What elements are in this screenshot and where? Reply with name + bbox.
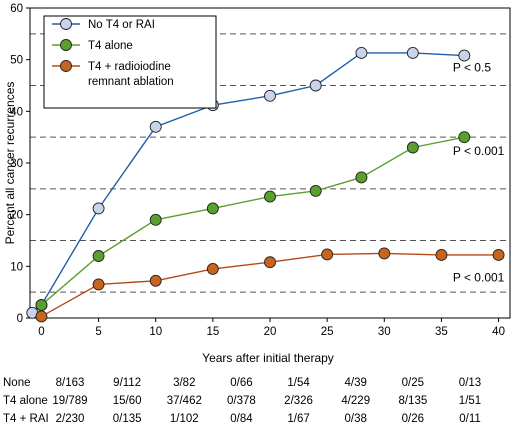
x-tick-label: 20	[264, 326, 277, 338]
x-tick-label: 15	[206, 326, 219, 338]
data-point	[458, 131, 471, 144]
data-point	[355, 47, 368, 59]
risk-table-cell: 9/112	[113, 377, 142, 389]
x-tick-label: 10	[149, 326, 162, 338]
legend-label: T4 + radioiodine remnant ablation	[88, 61, 174, 88]
risk-table-cell: 0/26	[401, 413, 425, 425]
y-tick-label: 0	[17, 313, 23, 325]
risk-table-cell: 1/54	[287, 377, 310, 389]
y-axis-label: Percent all cancer recurrences	[3, 82, 17, 245]
series-line	[31, 52, 465, 314]
y-tick-label: 30	[10, 158, 23, 170]
risk-table-cell: 0/11	[459, 413, 481, 425]
p-value-annotation: P < 0.5	[453, 60, 491, 74]
risk-table-cell: 0/38	[344, 413, 367, 425]
data-point	[149, 213, 162, 226]
data-point	[92, 250, 105, 262]
risk-table-cell: 0/25	[401, 377, 425, 389]
risk-table-cell: 2/326	[284, 395, 313, 407]
risk-table-cell: 0/378	[227, 395, 256, 407]
data-point	[309, 79, 322, 92]
risk-table-cell: 0/13	[458, 377, 482, 389]
p-value-annotation: P < 0.001	[453, 144, 505, 158]
risk-table-cell: 3/82	[173, 377, 196, 389]
data-point	[406, 47, 419, 59]
legend-marker	[60, 18, 72, 30]
legend: No T4 or RAI T4 alone T4 + radioiodine remn…	[43, 15, 217, 109]
y-tick-label: 10	[10, 261, 23, 273]
risk-table-cell: 15/60	[112, 395, 142, 407]
risk-table-cell: 4/229	[341, 395, 371, 407]
data-point	[35, 299, 48, 312]
legend-marker	[60, 39, 72, 51]
axes: 0 10 20 30 40 50 60 0 5 10 15 20 25 30 35 40	[10, 3, 511, 338]
risk-table-cell: 37/462	[166, 395, 202, 407]
y-tick-label: 20	[10, 210, 23, 222]
data-point	[378, 247, 391, 260]
risk-table-cell: 0/135	[112, 413, 142, 425]
risk-row-label: None	[3, 377, 31, 389]
risk-table-cell: 1/102	[169, 413, 199, 425]
data-point	[264, 190, 276, 203]
data-point	[406, 141, 419, 154]
data-point	[149, 274, 162, 287]
data-point	[264, 89, 276, 102]
data-point	[206, 202, 219, 215]
data-point	[309, 184, 322, 197]
x-tick-label: 40	[492, 326, 505, 338]
data-point	[321, 248, 334, 261]
risk-table-row: None 8/163 9/112 3/82 0/66 1/54 4/39 0/25 0/13	[0, 377, 518, 395]
y-tick-label: 50	[10, 55, 23, 67]
y-tick-label: 40	[10, 106, 23, 118]
risk-row-label: T4 alone	[3, 395, 48, 407]
legend-label: T4 alone	[88, 40, 133, 52]
risk-table-cell: 8/163	[55, 377, 85, 389]
annotations: P < 0.5 P < 0.001 P < 0.001	[453, 60, 505, 284]
series-3	[35, 247, 505, 323]
risk-table-cell: 2/230	[55, 413, 85, 425]
x-axis-label: Years after initial therapy	[202, 351, 334, 365]
risk-table-cell: 8/135	[398, 395, 428, 407]
risk-table-cell: 1/51	[458, 395, 482, 407]
data-point	[492, 249, 505, 261]
data-point	[264, 256, 276, 269]
data-point	[355, 171, 368, 184]
x-tick-label: 35	[435, 326, 448, 338]
data-point	[435, 249, 448, 261]
y-tick-label: 60	[10, 3, 23, 15]
p-value-annotation: P < 0.001	[453, 271, 505, 285]
legend-label: No T4 or RAI	[88, 19, 155, 31]
risk-table-cell: 19/789	[52, 395, 88, 407]
risk-table-row: T4 alone 19/789 15/60 37/462 0/378 2/326 4/229…	[0, 395, 518, 413]
data-point	[149, 120, 162, 133]
x-tick-label: 30	[378, 326, 391, 338]
data-point	[92, 278, 105, 291]
x-tick-label: 0	[38, 326, 44, 338]
data-point	[206, 262, 219, 275]
legend-box	[43, 15, 217, 109]
x-tick-label: 5	[95, 326, 101, 338]
risk-table-cell: 1/67	[287, 413, 310, 425]
risk-table-cell: 4/39	[344, 377, 367, 389]
data-point	[458, 49, 471, 62]
series-2	[35, 131, 471, 312]
series-line	[40, 136, 465, 306]
legend-marker	[60, 60, 72, 72]
risk-table-row: T4 + RAI 2/230 0/135 1/102 0/84 1/67 0/38 0/26 0…	[0, 413, 518, 431]
risk-table-cell: 0/66	[230, 377, 253, 389]
risk-row-label: T4 + RAI	[3, 413, 49, 425]
risk-table-cell: 0/84	[230, 413, 253, 425]
data-point	[92, 202, 105, 215]
data-point	[35, 310, 48, 323]
x-tick-label: 25	[321, 326, 334, 338]
